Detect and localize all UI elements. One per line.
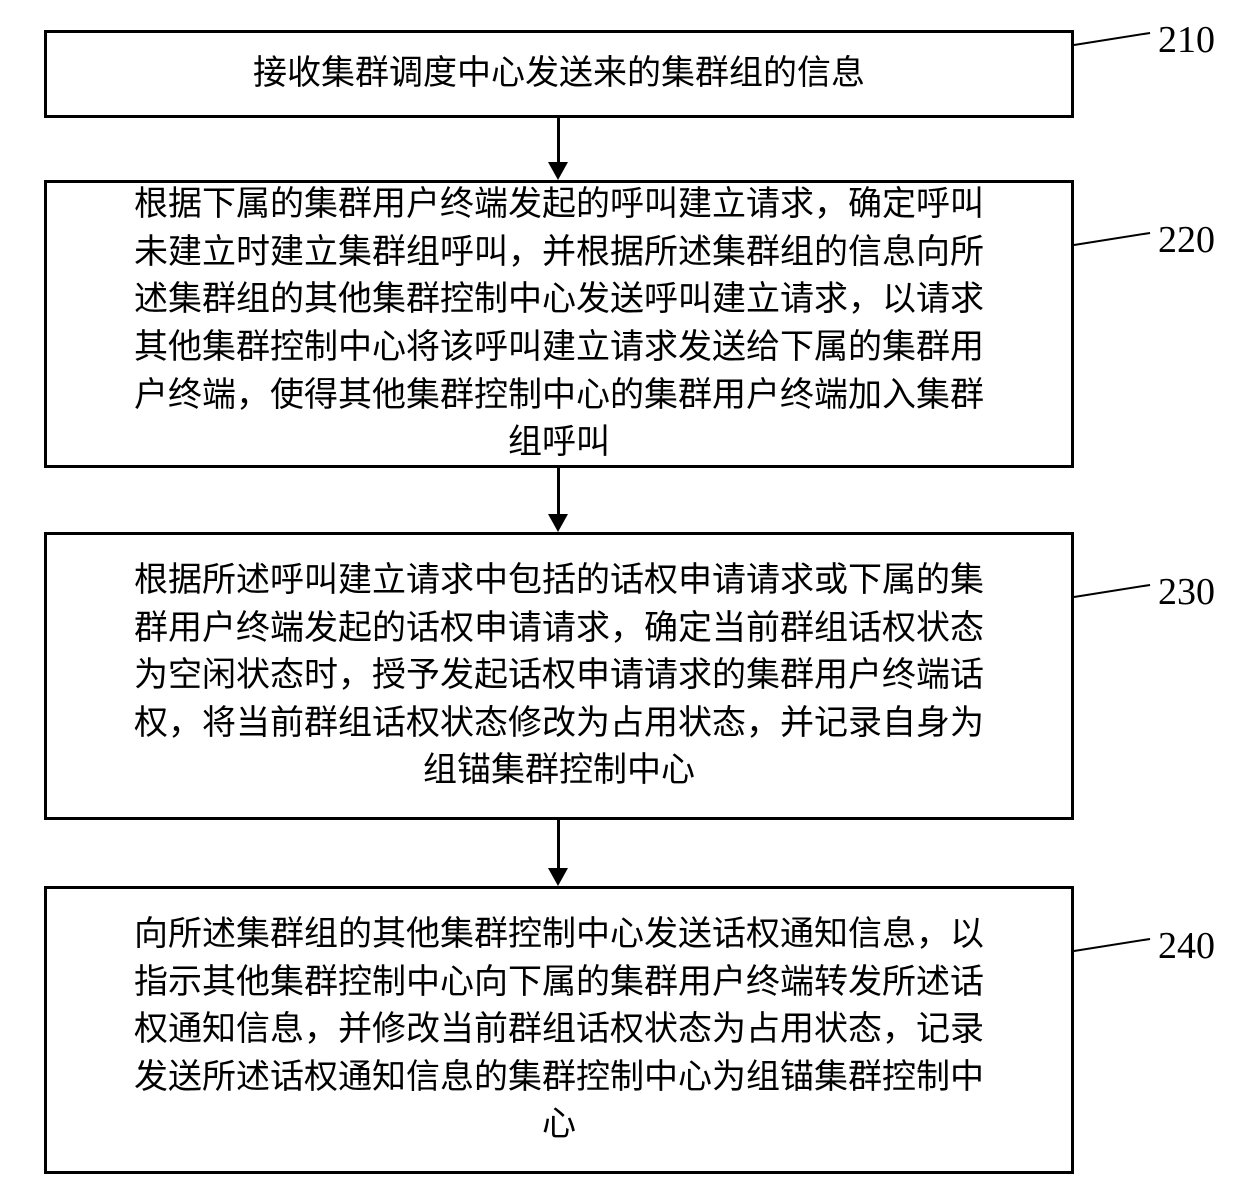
arrow-210-220-head — [548, 162, 568, 180]
step-220: 根据下属的集群用户终端发起的呼叫建立请求，确定呼叫 未建立时建立集群组呼叫，并根… — [44, 180, 1074, 468]
step-230-text: 根据所述呼叫建立请求中包括的话权申请请求或下属的集 群用户终端发起的话权申请请求… — [134, 557, 984, 795]
step-220-text: 根据下属的集群用户终端发起的呼叫建立请求，确定呼叫 未建立时建立集群组呼叫，并根… — [134, 181, 984, 467]
step-220-callout — [1074, 232, 1150, 246]
step-230: 根据所述呼叫建立请求中包括的话权申请请求或下属的集 群用户终端发起的话权申请请求… — [44, 532, 1074, 820]
step-220-label: 220 — [1158, 218, 1215, 262]
arrow-210-220 — [557, 118, 560, 162]
step-210: 接收集群调度中心发送来的集群组的信息 — [44, 30, 1074, 118]
arrow-220-230-head — [548, 514, 568, 532]
step-210-text: 接收集群调度中心发送来的集群组的信息 — [253, 50, 865, 98]
step-230-label: 230 — [1158, 570, 1215, 614]
step-230-callout — [1074, 584, 1150, 598]
step-240-text: 向所述集群组的其他集群控制中心发送话权通知信息，以 指示其他集群控制中心向下属的… — [134, 911, 984, 1149]
arrow-230-240 — [557, 820, 560, 868]
step-240-label: 240 — [1158, 924, 1215, 968]
arrow-230-240-head — [548, 868, 568, 886]
step-210-callout — [1074, 32, 1150, 46]
arrow-220-230 — [557, 468, 560, 514]
step-240: 向所述集群组的其他集群控制中心发送话权通知信息，以 指示其他集群控制中心向下属的… — [44, 886, 1074, 1174]
step-210-label: 210 — [1158, 18, 1215, 62]
step-240-callout — [1074, 938, 1150, 952]
flowchart-canvas: { "layout": { "canvas_width": 1240, "can… — [0, 0, 1240, 1200]
